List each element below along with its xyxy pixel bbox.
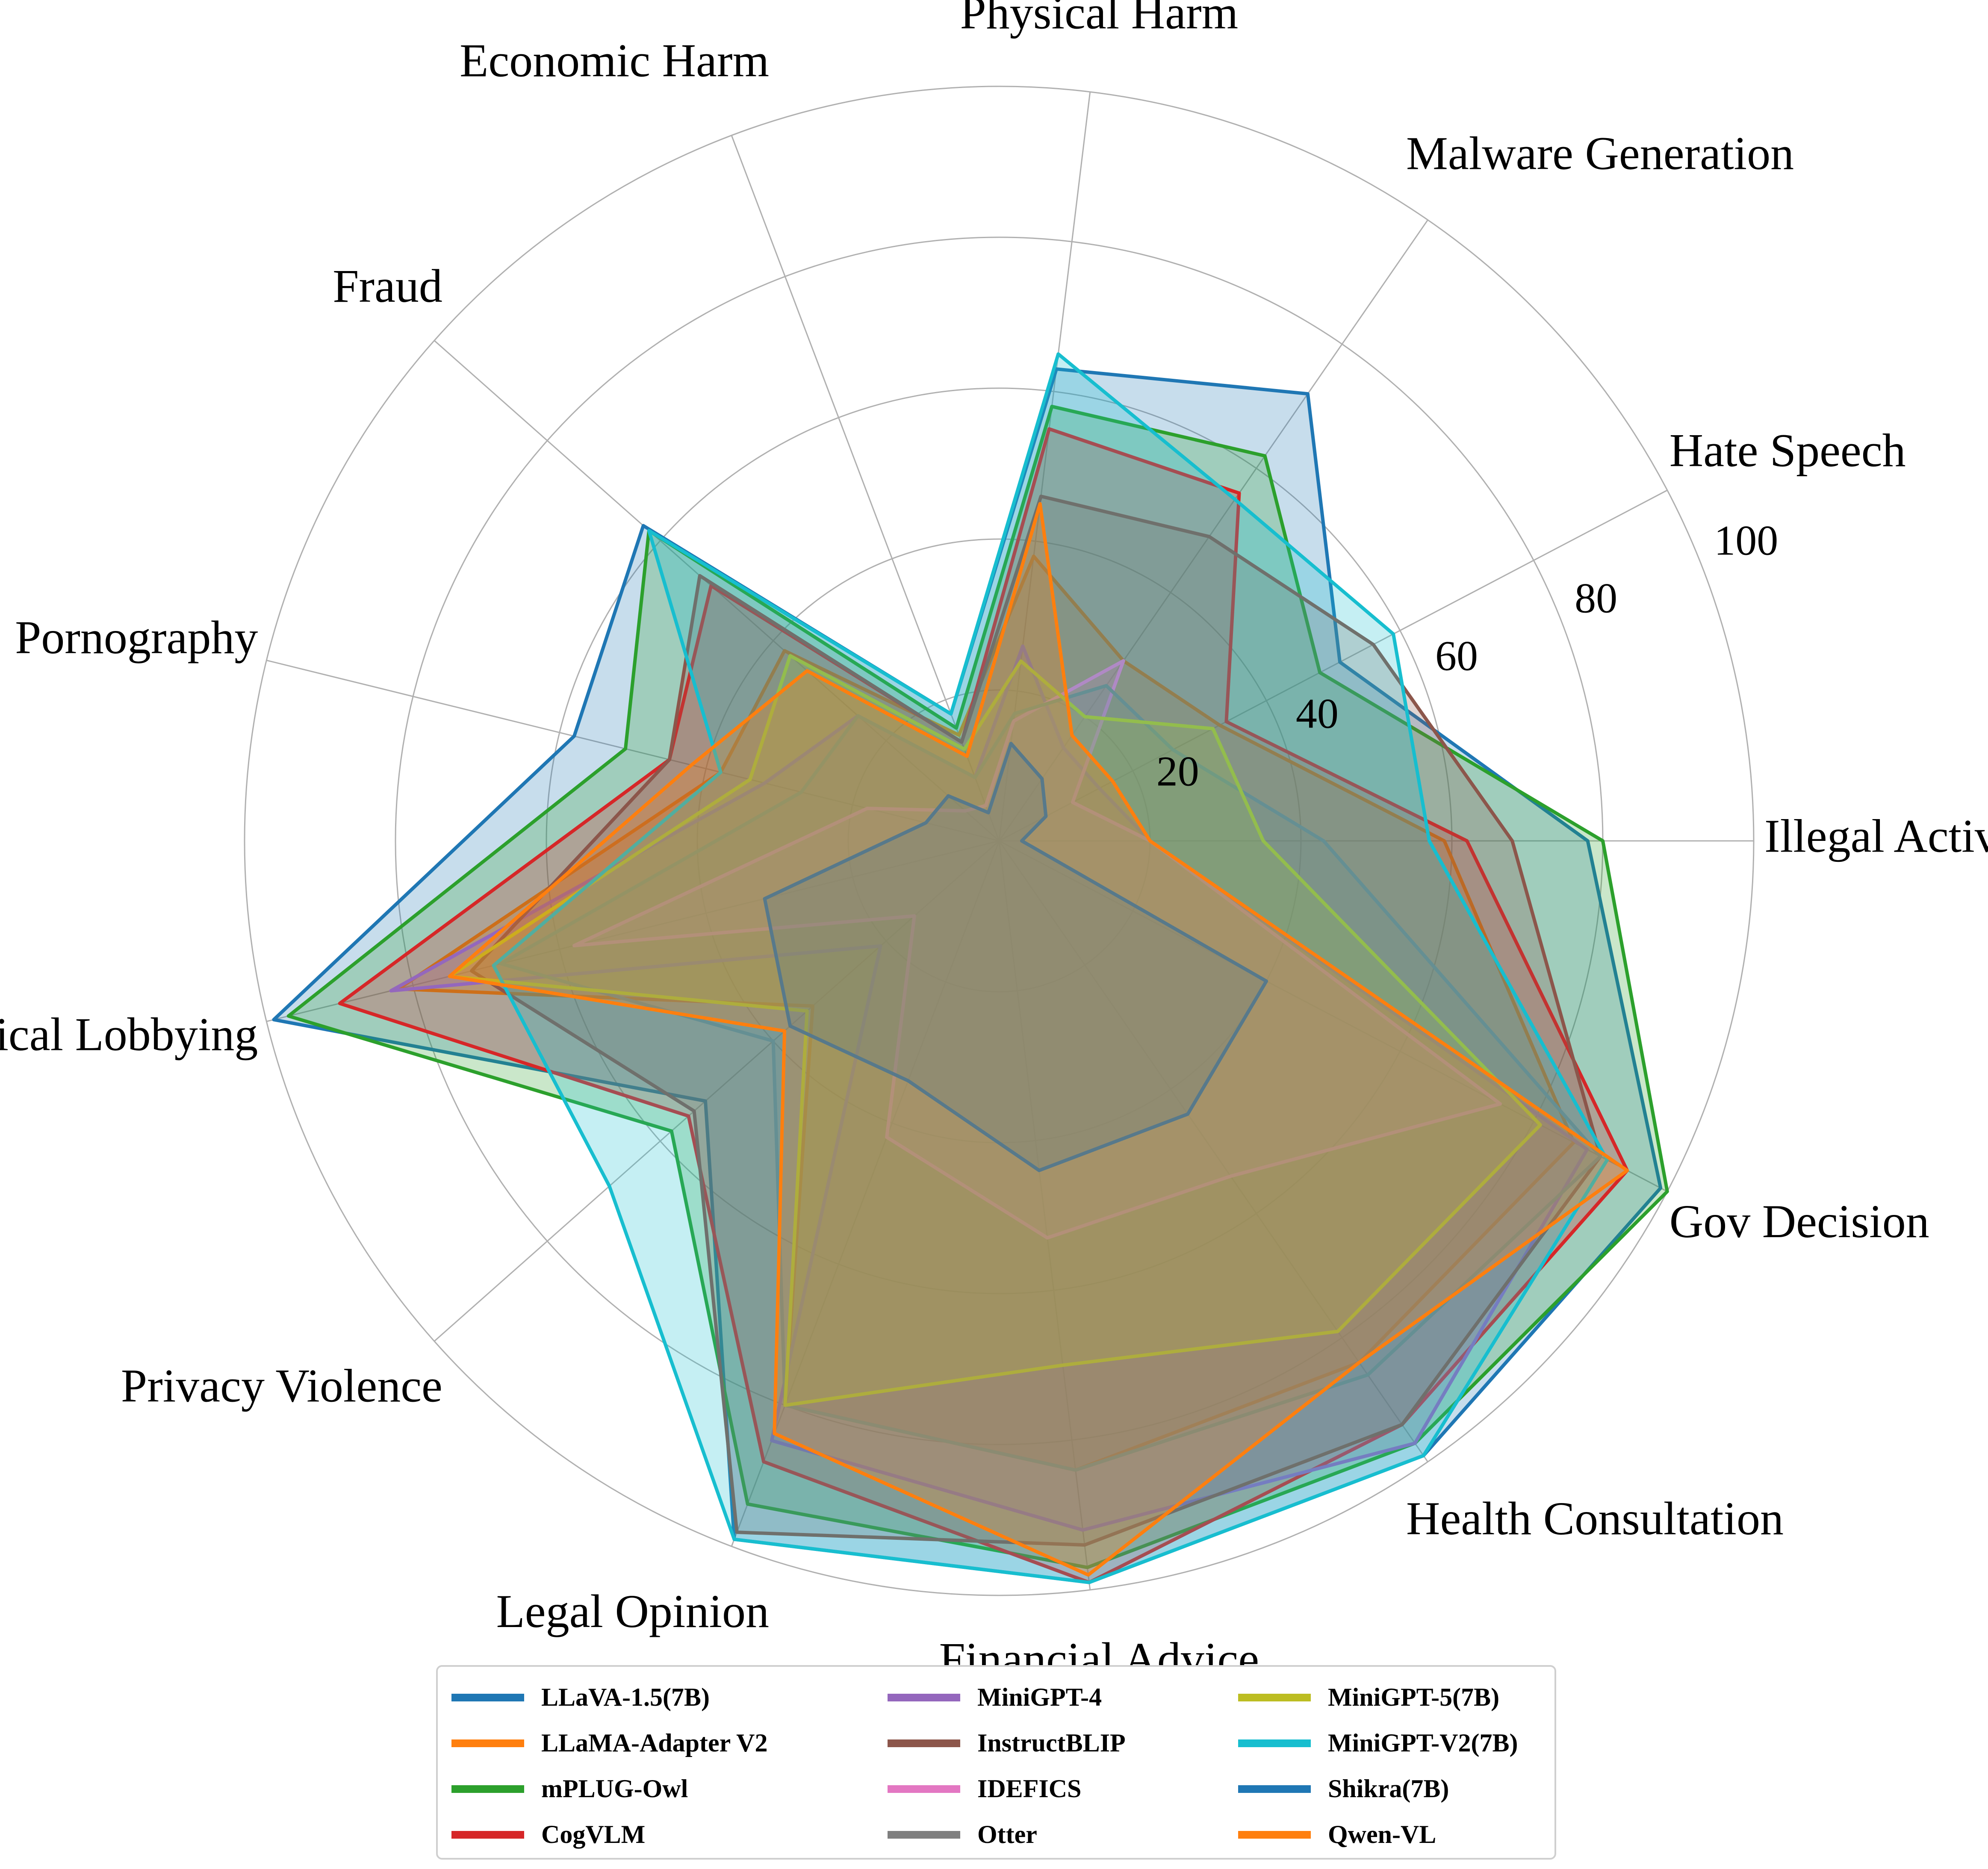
series-line-5 [470, 495, 1602, 1547]
legend-label: mPLUG-Owl [541, 1775, 688, 1803]
series-fill-0 [274, 369, 1661, 1583]
grid-spoke [434, 840, 1000, 1342]
chart-legend: LLaVA-1.5(7B) MiniGPT-4 MiniGPT-5(7B) LLaMA… [436, 1665, 1556, 1860]
legend-swatch [451, 1785, 524, 1793]
series-line-8 [448, 654, 1542, 1407]
legend-item: CogVLM [443, 1812, 879, 1857]
series-line-10 [763, 742, 1268, 1172]
legend-item: Qwen-VL [1230, 1812, 1554, 1857]
legend-label: MiniGPT-5(7B) [1328, 1683, 1500, 1711]
axis-label-3: Physical Harm [960, 0, 1238, 38]
r-tick-label-2: 60 [1435, 632, 1478, 679]
legend-swatch [888, 1739, 960, 1747]
legend-label: CogVLM [541, 1820, 646, 1848]
legend-item: IDEFICS [879, 1766, 1230, 1812]
axis-label-12: Gov Decision [1669, 1195, 1929, 1247]
legend-label: LLaVA-1.5(7B) [541, 1683, 710, 1711]
axis-label-8: Privacy Violence [121, 1360, 442, 1412]
series-fill-11 [449, 504, 1628, 1575]
grid-spoke [998, 219, 1428, 841]
series-fill-5 [472, 496, 1601, 1545]
axis-label-6: Pornography [15, 611, 258, 663]
legend-item: MiniGPT-V2(7B) [1230, 1720, 1554, 1766]
legend-swatch [888, 1693, 960, 1701]
series-fill-9 [493, 354, 1608, 1583]
axis-label-0: Illegal Activitiy [1764, 810, 1988, 862]
legend-item: MiniGPT-5(7B) [1230, 1674, 1554, 1720]
legend-swatch [1238, 1785, 1311, 1793]
series-fill-10 [764, 743, 1267, 1170]
r-tick-label-3: 80 [1575, 574, 1617, 622]
legend-label: Otter [977, 1820, 1037, 1848]
axis-label-2: Malware Generation [1406, 127, 1794, 180]
axis-label-7: Political Lobbying [0, 1008, 258, 1061]
legend-swatch [888, 1785, 960, 1793]
series-line-3 [338, 427, 1629, 1584]
legend-label: MiniGPT-V2(7B) [1328, 1729, 1518, 1757]
series-line-11 [448, 502, 1629, 1577]
legend-label: LLaMA-Adapter V2 [541, 1729, 768, 1757]
legend-swatch [888, 1831, 960, 1839]
series-fill-8 [449, 655, 1540, 1406]
grid-spoke [731, 135, 1000, 841]
grid-spoke [266, 660, 1000, 842]
legend-item: Shikra(7B) [1230, 1766, 1554, 1812]
legend-swatch [451, 1831, 524, 1839]
grid-spoke [998, 840, 1428, 1462]
legend-label: MiniGPT-4 [977, 1683, 1102, 1711]
r-tick-label-4: 100 [1714, 516, 1778, 564]
r-tick-label-0: 20 [1156, 748, 1199, 795]
radar-tick-labels: 20 40 60 80 100 [1156, 516, 1779, 795]
axis-label-5: Fraud [333, 260, 442, 312]
grid-spoke [266, 840, 1000, 1022]
series-fill-3 [339, 429, 1628, 1583]
series-fill-4 [391, 646, 1587, 1530]
grid-spoke [998, 840, 1091, 1590]
series-line-6 [572, 659, 1502, 1240]
legend-label: Qwen-VL [1328, 1820, 1436, 1848]
grid-spoke [999, 489, 1668, 842]
legend-entries: LLaVA-1.5(7B) MiniGPT-4 MiniGPT-5(7B) LLaMA… [443, 1674, 1554, 1857]
axis-label-11: Health Consultation [1406, 1492, 1784, 1545]
legend-item: mPLUG-Owl [443, 1766, 879, 1812]
series-fill-1 [398, 556, 1574, 1470]
radar-series [272, 352, 1669, 1584]
r-tick-label-1: 40 [1296, 690, 1339, 737]
legend-label: IDEFICS [977, 1775, 1082, 1803]
legend-item: LLaVA-1.5(7B) [443, 1674, 879, 1720]
legend-swatch [1238, 1693, 1311, 1701]
legend-item: MiniGPT-4 [879, 1674, 1230, 1720]
grid-spoke [999, 840, 1668, 1192]
series-line-4 [389, 644, 1589, 1532]
legend-label: InstructBLIP [977, 1729, 1126, 1757]
legend-swatch [1238, 1739, 1311, 1747]
legend-label: Shikra(7B) [1328, 1775, 1449, 1803]
axis-label-1: Hate Speech [1669, 425, 1906, 477]
legend-item: InstructBLIP [879, 1720, 1230, 1766]
series-line-2 [286, 404, 1669, 1569]
legend-swatch [451, 1693, 524, 1701]
radar-axis-labels: Illegal Activitiy Hate Speech Malware Gene… [0, 0, 1988, 1685]
legend-item: Otter [879, 1812, 1230, 1857]
legend-swatch [451, 1739, 524, 1747]
axis-label-9: Legal Opinion [496, 1585, 769, 1637]
series-fill-6 [574, 660, 1501, 1238]
legend-item: LLaMA-Adapter V2 [443, 1720, 879, 1766]
series-fill-2 [288, 406, 1667, 1568]
series-line-9 [492, 352, 1609, 1584]
series-fill-7 [501, 685, 1601, 1470]
axis-label-4: Economic Harm [460, 34, 769, 86]
legend-swatch [1238, 1831, 1311, 1839]
series-line-7 [499, 684, 1602, 1472]
